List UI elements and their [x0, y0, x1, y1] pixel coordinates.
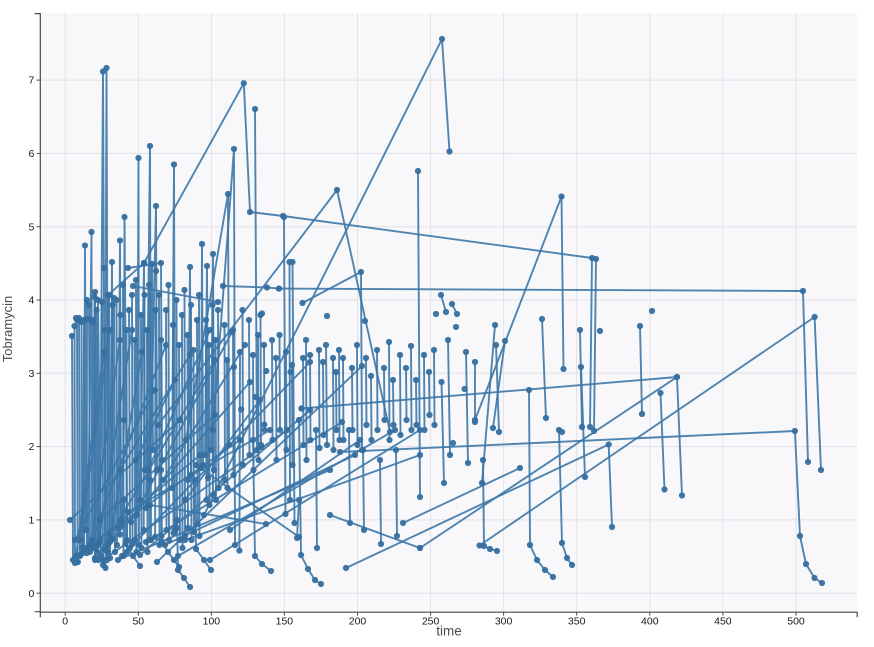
svg-text:400: 400	[641, 615, 659, 627]
svg-text:300: 300	[495, 615, 513, 627]
svg-text:250: 250	[422, 615, 440, 627]
svg-text:200: 200	[349, 615, 367, 627]
svg-text:0: 0	[28, 588, 34, 600]
svg-text:50: 50	[132, 615, 144, 627]
svg-text:1: 1	[28, 515, 34, 527]
svg-text:5: 5	[28, 221, 34, 233]
svg-text:2: 2	[28, 441, 34, 453]
svg-text:4: 4	[28, 295, 34, 307]
svg-text:150: 150	[276, 615, 294, 627]
svg-text:350: 350	[568, 615, 586, 627]
svg-text:100: 100	[203, 615, 221, 627]
svg-text:0: 0	[62, 615, 68, 627]
svg-text:time: time	[436, 624, 462, 639]
svg-text:7: 7	[28, 75, 34, 87]
svg-text:500: 500	[787, 615, 805, 627]
svg-text:6: 6	[28, 148, 34, 160]
svg-text:3: 3	[28, 368, 34, 380]
svg-text:450: 450	[714, 615, 732, 627]
svg-text:Tobramycin: Tobramycin	[0, 296, 15, 362]
